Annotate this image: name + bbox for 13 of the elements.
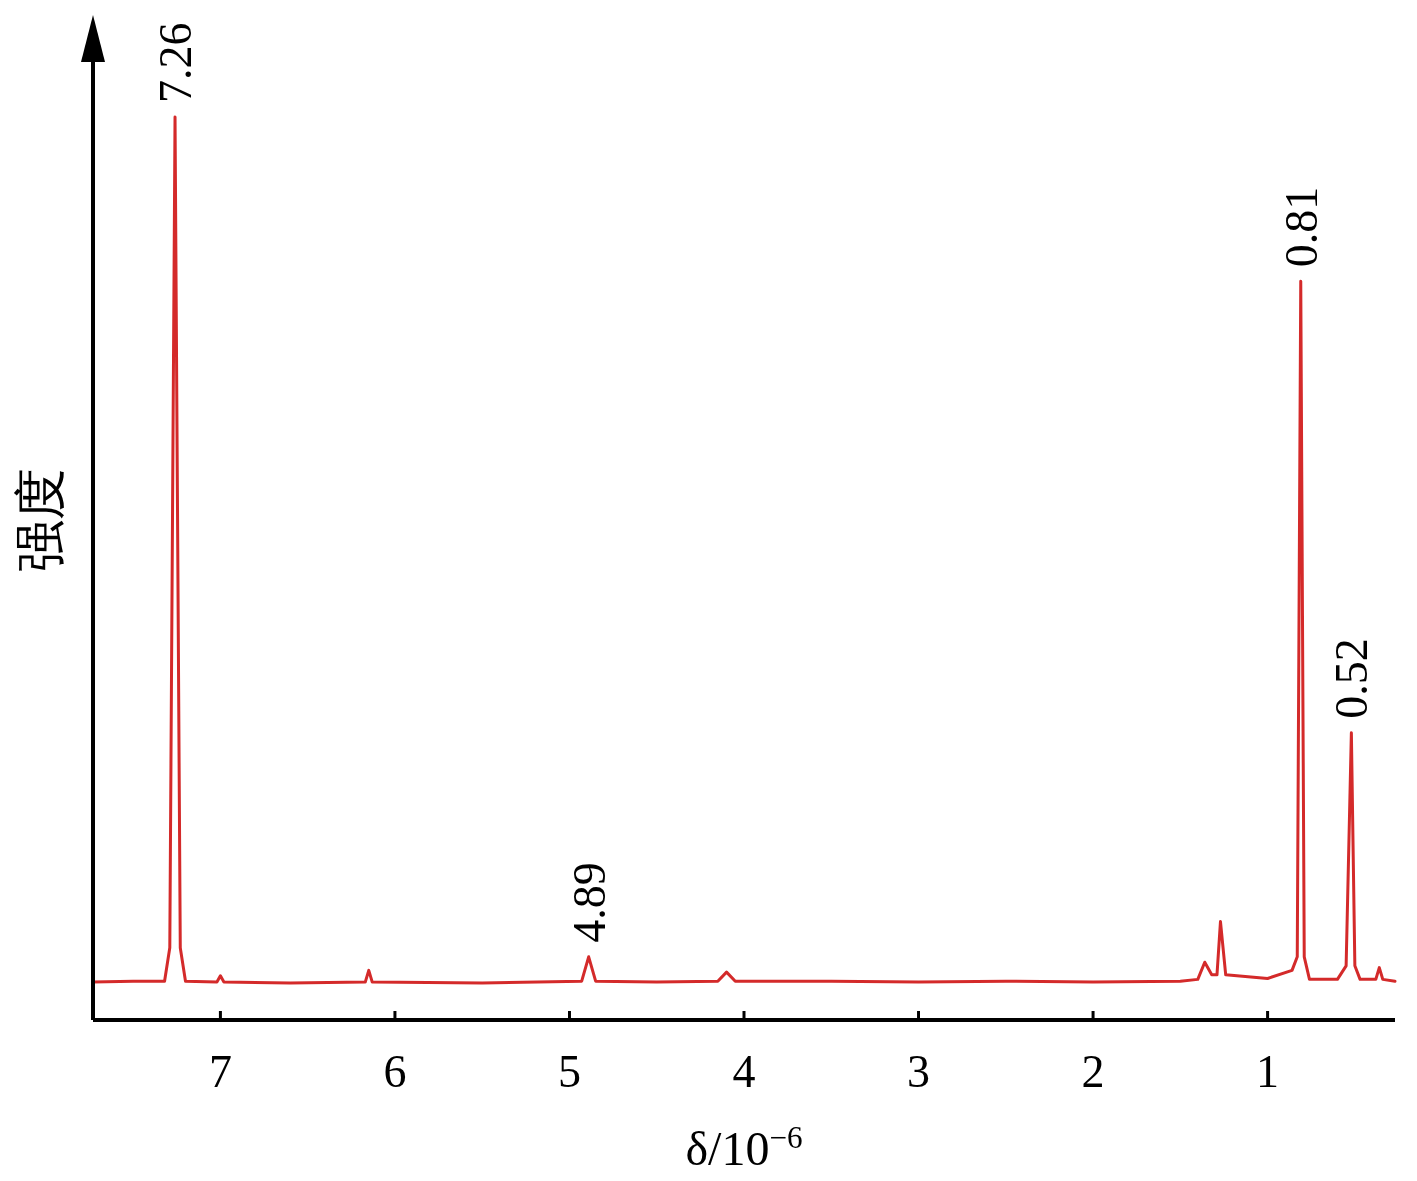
y-axis-title: 强度 [12,468,69,572]
annotation: 0.81 [1275,186,1327,268]
x-tick-label: 7 [208,1046,232,1097]
annotation: 0.52 [1326,638,1378,719]
annotation: 4.89 [563,862,615,943]
x-tick-label: 6 [383,1046,407,1097]
x-tick-label: 5 [557,1046,581,1097]
x-axis-title: δ/10$^{−6}$ [685,1119,803,1175]
x-tick-label: 4 [732,1046,756,1097]
x-tick-label: 3 [907,1046,931,1097]
x-tick-label: 2 [1081,1046,1105,1097]
annotation: 7.26 [150,22,202,103]
x-tick-label: 1 [1256,1046,1280,1097]
